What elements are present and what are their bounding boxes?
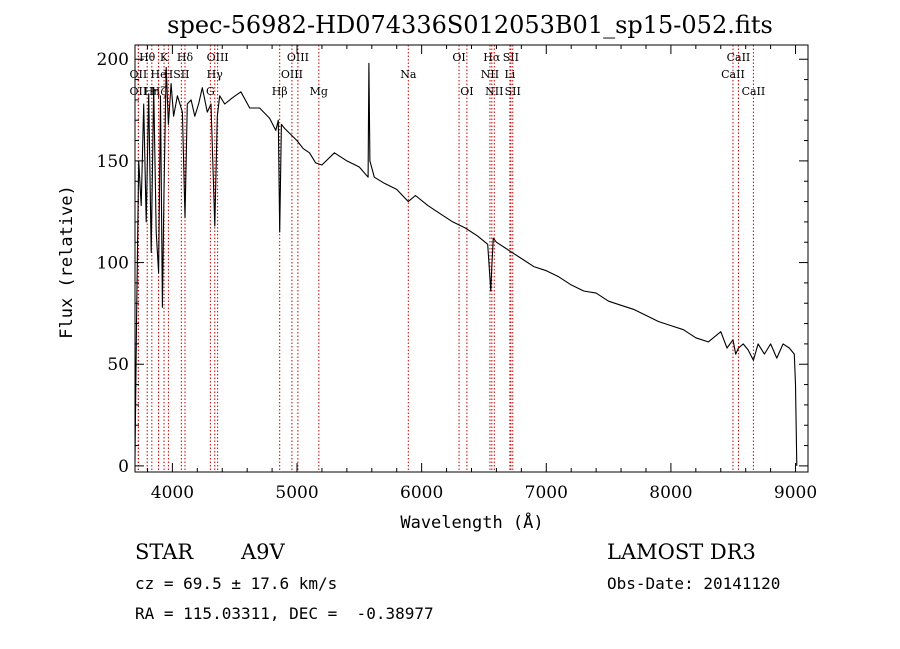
marker-label-22: NII bbox=[485, 85, 503, 98]
marker-label-27: CaII bbox=[721, 68, 745, 81]
spectrum-chart: spec-56982-HD074336S012053B01_sp15-052.f… bbox=[57, 11, 817, 533]
y-tick-label: 200 bbox=[97, 50, 129, 70]
marker-label-11: Hγ bbox=[207, 68, 224, 81]
chart-title: spec-56982-HD074336S012053B01_sp15-052.f… bbox=[167, 11, 773, 39]
redshift-velocity: cz = 69.5 ± 17.6 km/s bbox=[135, 574, 338, 593]
y-axis-label: Flux (relative) bbox=[57, 185, 77, 339]
marker-label-9: SII bbox=[173, 68, 189, 81]
marker-label-17: Na bbox=[400, 68, 417, 81]
marker-label-20: Hα bbox=[483, 51, 501, 64]
marker-label-5: He bbox=[151, 68, 167, 81]
marker-label-25: SII bbox=[505, 85, 521, 98]
y-tick-label: 0 bbox=[118, 457, 129, 477]
observation-date: Obs-Date: 20141120 bbox=[607, 574, 781, 593]
marker-label-12: G bbox=[206, 85, 215, 98]
object-subclass: A9V bbox=[241, 540, 285, 564]
object-class: STAR bbox=[135, 540, 194, 564]
marker-label-14: OIII bbox=[287, 51, 309, 64]
marker-label-15: OIII bbox=[281, 68, 303, 81]
x-axis-label: Wavelength (Å) bbox=[400, 511, 543, 533]
x-tick-label: 9000 bbox=[774, 483, 817, 503]
flux-series bbox=[134, 62, 798, 466]
y-axis-ticks: 0 50 100 150 200 bbox=[97, 50, 808, 477]
marker-label-23: SII bbox=[503, 51, 519, 64]
x-tick-label: 4000 bbox=[151, 483, 194, 503]
x-tick-label: 8000 bbox=[649, 483, 692, 503]
marker-label-6: K bbox=[160, 51, 169, 64]
marker-label-0: Hθ bbox=[139, 51, 156, 64]
marker-label-28: CaII bbox=[742, 85, 766, 98]
x-tick-label: 5000 bbox=[275, 483, 318, 503]
marker-label-18: OI bbox=[452, 51, 465, 64]
marker-label-10: OIII bbox=[207, 51, 229, 64]
marker-label-19: OI bbox=[460, 85, 473, 98]
marker-label-3: Hη bbox=[144, 85, 160, 98]
plot-frame bbox=[134, 44, 809, 473]
marker-label-24: Li bbox=[504, 68, 515, 81]
x-axis-ticks: 4000 5000 6000 7000 8000 9000 bbox=[146, 45, 817, 503]
y-tick-label: 100 bbox=[97, 254, 129, 274]
y-tick-label: 50 bbox=[107, 355, 129, 375]
marker-label-7: H bbox=[164, 68, 174, 81]
ra-dec-coordinates: RA = 115.03311, DEC = -0.38977 bbox=[135, 604, 434, 623]
marker-label-8: Hδ bbox=[177, 51, 194, 64]
x-tick-label: 6000 bbox=[400, 483, 443, 503]
marker-label-26: CaII bbox=[727, 51, 751, 64]
marker-label-2: OII bbox=[130, 85, 148, 98]
x-tick-label: 7000 bbox=[525, 483, 568, 503]
marker-label-21: NII bbox=[481, 68, 499, 81]
marker-label-16: Mg bbox=[310, 85, 328, 98]
marker-label-13: Hβ bbox=[272, 85, 288, 98]
flux-line bbox=[134, 62, 798, 466]
survey-name: LAMOST DR3 bbox=[607, 540, 756, 564]
y-tick-label: 150 bbox=[97, 152, 129, 172]
